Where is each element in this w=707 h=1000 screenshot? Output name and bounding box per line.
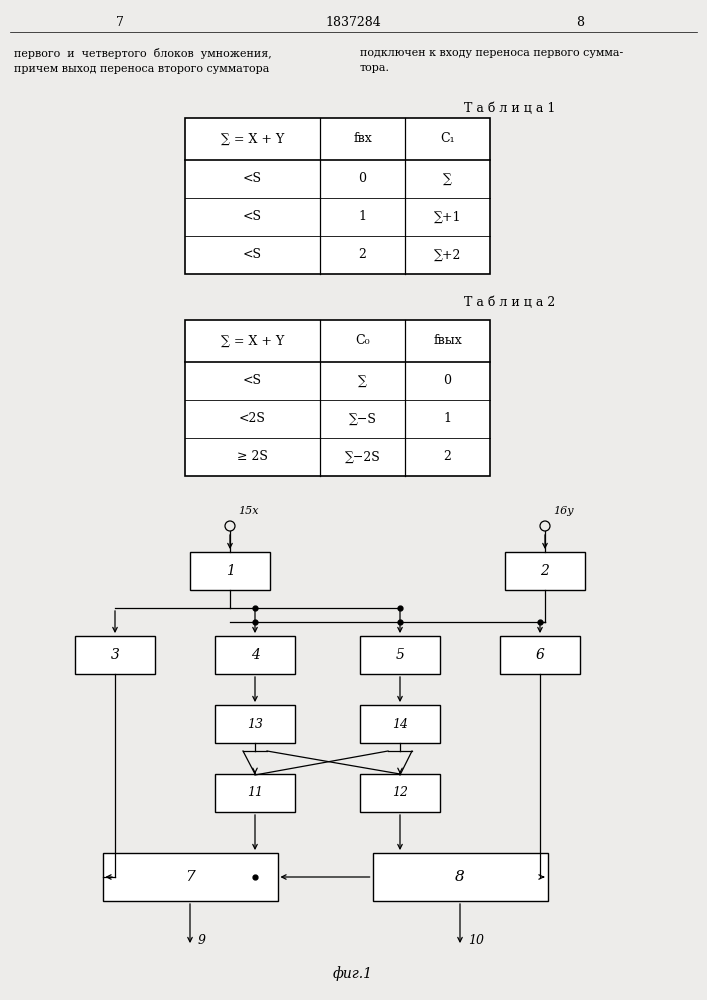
Bar bbox=[373, 853, 547, 901]
Bar bbox=[190, 552, 270, 590]
Text: <S: <S bbox=[243, 374, 262, 387]
Text: первого  и  четвертого  блоков  умножения,
причем выход переноса второго суммато: первого и четвертого блоков умножения, п… bbox=[14, 48, 271, 74]
Text: ∑+2: ∑+2 bbox=[434, 248, 461, 261]
Bar bbox=[215, 636, 295, 674]
Text: 9: 9 bbox=[198, 934, 206, 948]
Text: 12: 12 bbox=[392, 786, 408, 800]
Text: 10: 10 bbox=[468, 934, 484, 948]
Text: 0: 0 bbox=[443, 374, 452, 387]
Text: 2: 2 bbox=[541, 564, 549, 578]
Text: 0: 0 bbox=[358, 172, 366, 186]
Bar bbox=[360, 774, 440, 812]
Text: ∑: ∑ bbox=[358, 374, 367, 387]
Text: Т а б л и ц а 1: Т а б л и ц а 1 bbox=[464, 102, 556, 114]
Text: 16y: 16y bbox=[553, 506, 573, 516]
Text: 14: 14 bbox=[392, 718, 408, 730]
Text: ≥ 2S: ≥ 2S bbox=[237, 450, 268, 464]
Bar bbox=[75, 636, 155, 674]
Bar bbox=[500, 636, 580, 674]
Bar bbox=[185, 118, 490, 274]
Text: 2: 2 bbox=[443, 450, 452, 464]
Text: fвх: fвх bbox=[353, 132, 372, 145]
Bar bbox=[360, 636, 440, 674]
Bar bbox=[360, 705, 440, 743]
Text: 5: 5 bbox=[395, 648, 404, 662]
Bar bbox=[505, 552, 585, 590]
Bar bbox=[185, 320, 490, 476]
Text: ∑+1: ∑+1 bbox=[434, 211, 461, 224]
Text: 7: 7 bbox=[116, 15, 124, 28]
Text: ∑−2S: ∑−2S bbox=[344, 450, 380, 464]
Bar bbox=[103, 853, 278, 901]
Text: 2: 2 bbox=[358, 248, 366, 261]
Text: 3: 3 bbox=[110, 648, 119, 662]
Text: ∑−S: ∑−S bbox=[349, 412, 376, 426]
Text: C₁: C₁ bbox=[440, 132, 455, 145]
Text: Т а б л и ц а 2: Т а б л и ц а 2 bbox=[464, 296, 556, 308]
Text: 1: 1 bbox=[443, 412, 452, 426]
Text: fвых: fвых bbox=[433, 334, 462, 348]
Bar bbox=[215, 705, 295, 743]
Text: ∑ = X + Y: ∑ = X + Y bbox=[221, 334, 284, 348]
Text: <S: <S bbox=[243, 211, 262, 224]
Text: 11: 11 bbox=[247, 786, 263, 800]
Text: ∑: ∑ bbox=[443, 172, 452, 186]
Text: подключен к входу переноса первого сумма-
тора.: подключен к входу переноса первого сумма… bbox=[360, 48, 624, 73]
Text: 1837284: 1837284 bbox=[325, 15, 381, 28]
Text: <2S: <2S bbox=[239, 412, 266, 426]
Text: <S: <S bbox=[243, 248, 262, 261]
Text: 13: 13 bbox=[247, 718, 263, 730]
Text: ∑ = X + Y: ∑ = X + Y bbox=[221, 132, 284, 145]
Text: <S: <S bbox=[243, 172, 262, 186]
Bar bbox=[215, 774, 295, 812]
Text: 4: 4 bbox=[250, 648, 259, 662]
Text: 6: 6 bbox=[536, 648, 544, 662]
Text: фиг.1: фиг.1 bbox=[333, 967, 373, 981]
Text: 1: 1 bbox=[226, 564, 235, 578]
Text: 8: 8 bbox=[576, 15, 584, 28]
Text: 8: 8 bbox=[455, 870, 465, 884]
Text: 1: 1 bbox=[358, 211, 366, 224]
Text: 7: 7 bbox=[185, 870, 195, 884]
Text: C₀: C₀ bbox=[355, 334, 370, 348]
Text: 15x: 15x bbox=[238, 506, 259, 516]
